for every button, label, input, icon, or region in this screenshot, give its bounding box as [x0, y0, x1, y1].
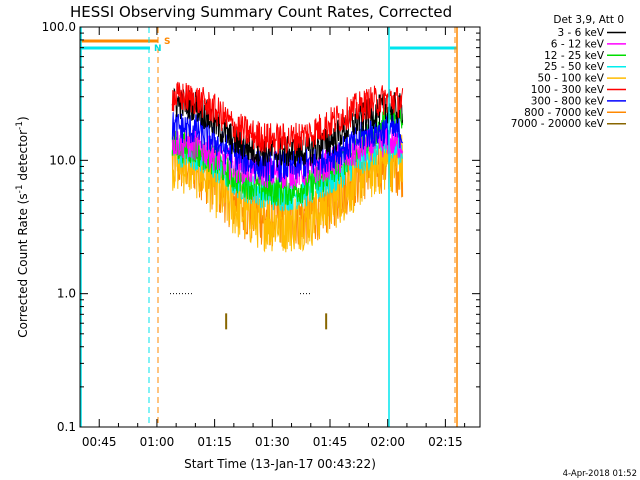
y-axis-title: Corrected Count Rate (s-1 detector-1)	[15, 116, 30, 337]
legend-label-8: 7000 - 20000 keV	[511, 118, 605, 130]
y-tick-label-1: 1.0	[57, 287, 76, 301]
y-tick-label-2: 10.0	[49, 153, 76, 167]
x-tick-label-5: 02:00	[370, 435, 405, 449]
y-axis-title-prefix: Corrected Count Rate (s	[16, 193, 30, 337]
x-tick-label-2: 01:15	[197, 435, 232, 449]
x-tick-label-4: 01:45	[313, 435, 348, 449]
axes-layer: 00:45 01:00 01:15 01:30 01:45 02:00 02:15 0.1 1.…	[42, 20, 480, 449]
x-tick-label-3: 01:30	[255, 435, 290, 449]
legend-label-6: 300 - 800 keV	[531, 95, 605, 107]
y-axis-title-sup1: -1	[15, 184, 25, 193]
legend-label-4: 50 - 100 keV	[537, 73, 604, 85]
legend-label-7: 800 - 7000 keV	[524, 107, 605, 119]
series-line-300-800keV	[171, 112, 404, 183]
legend-label-1: 6 - 12 keV	[551, 38, 605, 50]
y-axis-title-mid: detector	[16, 130, 30, 185]
marker-s: S	[164, 37, 170, 47]
chart-title: HESSI Observing Summary Count Rates, Cor…	[70, 3, 452, 21]
x-tick-label-0: 00:45	[82, 435, 117, 449]
marker-n: N	[154, 44, 162, 54]
footer-date: 4-Apr-2018 01:52	[563, 469, 637, 479]
x-axis-title: Start Time (13-Jan-17 00:43:22)	[184, 457, 376, 471]
legend-label-2: 12 - 25 keV	[544, 50, 605, 62]
plot-frame	[79, 26, 481, 428]
x-tick-label-1: 01:00	[140, 435, 175, 449]
y-axis-title-sup2: -1	[15, 121, 25, 130]
legend-label-5: 100 - 300 keV	[531, 84, 605, 96]
legend-label-0: 3 - 6 keV	[557, 27, 604, 39]
legend-header: Det 3,9, Att 0	[553, 14, 624, 26]
series-layer	[171, 81, 404, 330]
x-tick-label-6: 02:15	[428, 435, 463, 449]
y-axis-title-suffix: )	[16, 116, 30, 121]
legend-label-3: 25 - 50 keV	[544, 61, 605, 73]
y-tick-label-0: 0.1	[57, 420, 76, 434]
y-tick-label-3: 100.0	[42, 20, 76, 34]
series-line-100-300keV	[171, 81, 404, 156]
series-line-50-100keV	[171, 130, 404, 253]
overlay-layer	[80, 27, 458, 427]
